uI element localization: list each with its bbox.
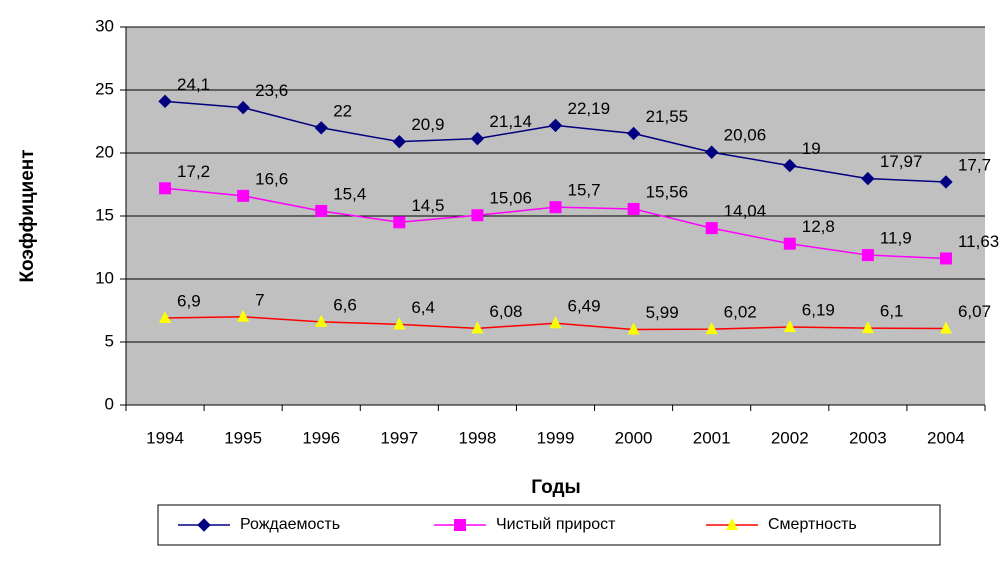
legend-marker — [726, 518, 738, 530]
x-tick-label: 1996 — [302, 428, 340, 447]
data-point — [861, 249, 874, 262]
data-label: 22,19 — [568, 99, 611, 118]
data-point — [627, 322, 640, 335]
legend-label: Рождаемость — [240, 516, 340, 533]
data-label: 6,4 — [411, 298, 435, 317]
y-tick-label: 5 — [105, 331, 114, 350]
data-label: 6,08 — [489, 302, 522, 321]
data-label: 6,07 — [958, 302, 991, 321]
data-point — [704, 145, 719, 159]
x-tick-label: 2004 — [927, 428, 965, 447]
data-label: 20,06 — [724, 126, 767, 145]
legend-marker — [197, 518, 211, 532]
data-label: 11,9 — [880, 229, 912, 248]
data-label: 5,99 — [646, 303, 679, 322]
x-tick-label: 1997 — [380, 428, 418, 447]
data-label: 14,5 — [411, 196, 444, 215]
x-tick-label: 2002 — [771, 428, 809, 447]
data-point — [705, 222, 718, 235]
data-point — [315, 204, 328, 217]
data-label: 6,1 — [880, 302, 904, 321]
data-point — [861, 321, 874, 334]
data-label: 21,55 — [646, 107, 689, 126]
data-point — [549, 201, 562, 214]
data-label: 22 — [333, 101, 352, 120]
data-point — [236, 100, 250, 115]
data-label: 15,56 — [646, 182, 689, 201]
data-point — [783, 320, 796, 333]
data-label: 7 — [255, 290, 264, 309]
data-label: 15,7 — [568, 181, 601, 200]
data-point — [627, 202, 640, 215]
legend-label: Смертность — [768, 516, 857, 533]
data-point — [314, 121, 328, 135]
x-tick-label: 1995 — [224, 428, 262, 447]
data-point — [705, 322, 718, 335]
data-label: 11,63 — [958, 232, 999, 251]
y-tick-label: 20 — [95, 142, 114, 161]
data-label: 16,6 — [255, 169, 288, 188]
data-label: 20,9 — [411, 115, 444, 134]
data-point — [393, 317, 406, 330]
data-label: 19 — [802, 139, 821, 158]
data-label: 14,04 — [724, 202, 767, 221]
data-point — [939, 321, 952, 334]
data-label: 6,02 — [724, 303, 757, 322]
x-axis-title: Годы — [531, 477, 580, 498]
data-point — [159, 311, 172, 324]
data-label: 24,1 — [177, 75, 210, 94]
data-point — [237, 189, 250, 202]
y-tick-label: 30 — [95, 16, 114, 35]
x-tick-label: 2001 — [693, 428, 731, 447]
data-label: 12,8 — [802, 217, 835, 236]
data-point — [626, 126, 641, 141]
data-point — [548, 118, 563, 133]
x-tick-label: 1998 — [458, 428, 496, 447]
y-tick-label: 25 — [95, 79, 114, 98]
data-point — [159, 182, 172, 195]
data-label: 6,9 — [177, 292, 201, 311]
data-label: 17,97 — [880, 152, 923, 171]
data-point — [471, 209, 484, 222]
y-tick-label: 15 — [95, 205, 114, 224]
data-point — [549, 316, 562, 329]
data-label: 6,6 — [333, 295, 357, 314]
legend-box — [157, 504, 941, 546]
y-tick-label: 0 — [105, 394, 114, 413]
data-label: 15,4 — [333, 184, 366, 203]
legend-label: Чистый прирост — [496, 516, 616, 533]
x-tick-label: 2000 — [615, 428, 653, 447]
data-point — [393, 216, 406, 229]
data-point — [783, 158, 797, 173]
data-point — [939, 175, 953, 189]
data-label: 17,2 — [177, 162, 210, 181]
data-point — [392, 134, 407, 149]
data-point — [861, 171, 875, 186]
data-label: 21,14 — [489, 112, 532, 131]
data-point — [315, 314, 328, 327]
x-tick-label: 2003 — [849, 428, 887, 447]
x-tick-label: 1994 — [146, 428, 184, 447]
data-point — [237, 309, 250, 322]
x-tick-label: 1999 — [537, 428, 575, 447]
data-label: 23,6 — [255, 81, 288, 100]
y-axis-title: Коэффициент — [17, 149, 38, 282]
data-label: 17,7 — [958, 155, 991, 174]
data-point — [939, 252, 952, 265]
data-label: 6,49 — [568, 297, 601, 316]
y-tick-label: 10 — [95, 268, 114, 287]
legend-marker — [454, 519, 466, 531]
data-point — [783, 237, 796, 250]
data-label: 15,06 — [489, 189, 532, 208]
data-label: 6,19 — [802, 300, 835, 319]
data-point — [471, 321, 484, 334]
data-point — [470, 131, 485, 146]
data-point — [158, 94, 172, 109]
